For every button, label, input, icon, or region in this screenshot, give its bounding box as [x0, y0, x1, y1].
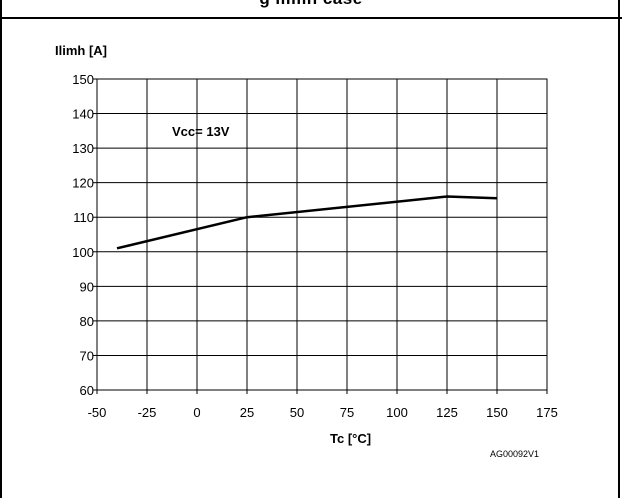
- y-tick-label: 110: [73, 210, 94, 225]
- y-tick-label: 120: [72, 176, 94, 191]
- y-tick-label: 130: [72, 141, 94, 156]
- x-tick-label: 150: [486, 405, 508, 420]
- x-axis-title: Tc [°C]: [330, 431, 371, 446]
- x-tick-label: 125: [436, 405, 458, 420]
- series-line: [116, 195, 498, 250]
- x-tick-label: -25: [138, 405, 157, 420]
- x-tick-label: 100: [386, 405, 408, 420]
- x-tick-label: 75: [340, 405, 354, 420]
- x-tick-label: 0: [193, 405, 200, 420]
- horizontal-gridlines: [97, 113, 547, 356]
- y-tick-label: 100: [72, 245, 94, 260]
- vcc-annotation: Vcc= 13V: [172, 124, 230, 139]
- vertical-gridlines: [146, 79, 498, 390]
- x-tick-label: 50: [290, 405, 304, 420]
- y-tick-label: 80: [80, 314, 94, 329]
- figure-code: AG00092V1: [490, 449, 539, 459]
- y-tick-label: 60: [80, 383, 94, 398]
- x-tick-labels: -50 -25 0 25 50 75 100 125 150 175: [88, 405, 558, 420]
- x-axis-ticks: [96, 390, 548, 394]
- figure-caption-fragment: g ilimh case: [0, 0, 622, 9]
- y-axis-title: Ilimh [A]: [55, 43, 107, 58]
- y-tick-label: 70: [80, 348, 94, 363]
- y-tick-label: 140: [72, 107, 94, 122]
- header-strip: g ilimh case: [0, 0, 622, 17]
- y-axis-ticks: [93, 78, 97, 391]
- y-tick-label: 150: [72, 72, 94, 87]
- x-tick-label: 25: [240, 405, 254, 420]
- x-tick-label: -50: [88, 405, 107, 420]
- y-tick-labels: 60 70 80 90 100 110 120 130 140 150: [72, 72, 94, 398]
- plot-border: [96, 78, 548, 391]
- y-tick-label: 90: [80, 279, 94, 294]
- top-rule: [0, 17, 622, 19]
- x-tick-label: 175: [536, 405, 558, 420]
